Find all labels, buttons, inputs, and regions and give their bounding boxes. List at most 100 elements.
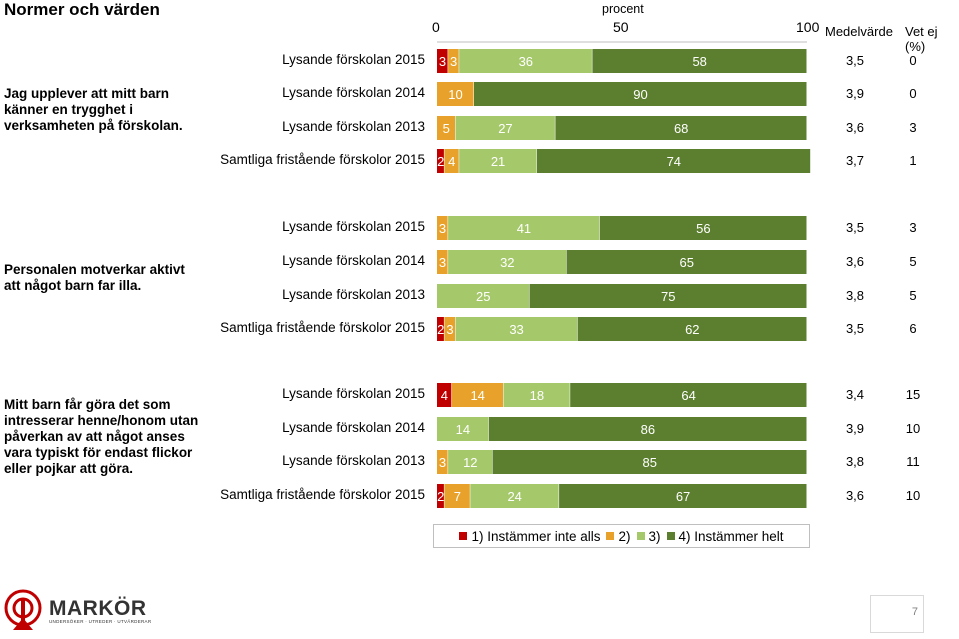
logo-tagline: UNDERSÖKER · UTREDER · UTVÄRDERAR	[49, 618, 152, 624]
dont-know-value: 0	[909, 53, 917, 68]
mean-value: 3,7	[845, 153, 865, 168]
bar-segment-3	[455, 116, 556, 140]
bar-value-label: 3	[450, 54, 457, 69]
bar-segment-2	[444, 317, 456, 341]
row-label: Lysande förskolan 2015	[282, 52, 425, 67]
bar-value-label: 12	[463, 455, 477, 470]
bar-segment-4	[559, 484, 807, 508]
bar-segment-4	[474, 82, 807, 106]
dont-know-value: 3	[909, 220, 917, 235]
bar-value-label: 2	[437, 322, 444, 337]
bar-value-label: 14	[470, 388, 484, 403]
bar-value-label: 3	[439, 54, 446, 69]
row-label: Lysande förskolan 2015	[282, 386, 425, 401]
bar-value-label: 32	[500, 255, 514, 270]
mean-value: 3,5	[845, 53, 865, 68]
logo-name: MARKÖR	[49, 596, 147, 620]
dont-know-value: 1	[909, 153, 917, 168]
bar-value-label: 41	[517, 221, 531, 236]
bar-segment-2	[437, 250, 449, 274]
bar-segment-2	[451, 383, 504, 407]
bar-value-label: 27	[498, 121, 512, 136]
bar-value-label: 14	[456, 422, 470, 437]
bar-segment-4	[599, 216, 807, 240]
bar-segment-4	[536, 149, 811, 173]
row-label: Samtliga fristående förskolor 2015	[220, 320, 425, 335]
bar-segment-4	[592, 49, 807, 73]
bar-segment-4	[566, 250, 807, 274]
question-2-text: Personalen motverkar aktivt att något ba…	[4, 262, 185, 293]
bar-segment-4	[492, 450, 807, 474]
bar-value-label: 3	[446, 322, 453, 337]
dont-know-value: 0	[909, 86, 917, 101]
bar-value-label: 85	[643, 455, 657, 470]
bar-segment-1	[437, 383, 452, 407]
dont-know-value: 3	[909, 120, 917, 135]
page-title: Normer och värden	[4, 0, 160, 19]
bar-segment-3	[470, 484, 560, 508]
bar-segment-4	[577, 317, 807, 341]
bar-value-label: 18	[530, 388, 544, 403]
bar-segment-2	[444, 149, 460, 173]
bar-value-label: 2	[437, 489, 444, 504]
legend-swatch-2	[606, 532, 615, 540]
bar-value-label: 3	[439, 455, 446, 470]
markor-logo: MARKÖR UNDERSÖKER · UTREDER · UTVÄRDERAR	[3, 588, 151, 632]
row-label: Lysande förskolan 2013	[282, 453, 425, 468]
bar-value-label: 64	[681, 388, 695, 403]
bar-value-label: 56	[696, 221, 710, 236]
bar-segment-2	[448, 49, 460, 73]
bar-value-label: 33	[509, 322, 523, 337]
bar-segment-4	[570, 383, 807, 407]
dont-know-value: 10	[905, 421, 921, 436]
mean-header: Medelvärde	[825, 24, 893, 39]
dont-know-value: 6	[909, 321, 917, 336]
bar-segment-4	[555, 116, 807, 140]
bar-value-label: 75	[661, 289, 675, 304]
mean-value: 3,4	[845, 387, 865, 402]
bar-segment-4	[488, 417, 807, 441]
legend-swatch-1	[459, 532, 468, 540]
bar-value-label: 24	[507, 489, 521, 504]
legend-label-4: 4) Instämmer helt	[678, 528, 784, 544]
row-label: Lysande förskolan 2014	[282, 253, 425, 268]
bar-value-label: 86	[641, 422, 655, 437]
bar-segment-3	[437, 284, 530, 308]
bar-segment-3	[448, 250, 567, 274]
bar-segment-3	[459, 149, 537, 173]
bar-segment-3	[437, 417, 489, 441]
bar-segment-3	[448, 216, 600, 240]
mean-value: 3,6	[845, 120, 865, 135]
axis-tick-0: 0	[432, 19, 440, 35]
bar-value-label: 65	[680, 255, 694, 270]
mean-value: 3,6	[845, 254, 865, 269]
bar-segment-2	[437, 450, 449, 474]
legend-item-3: 3)	[636, 529, 661, 544]
row-label: Samtliga fristående förskolor 2015	[220, 487, 425, 502]
question-1-text: Jag upplever att mitt barn känner en try…	[4, 86, 183, 133]
bar-value-label: 58	[692, 54, 706, 69]
page-number: 7	[870, 595, 924, 633]
row-label: Lysande förskolan 2013	[282, 287, 425, 302]
bar-segment-3	[448, 450, 493, 474]
legend-item-1: 1) Instämmer inte alls	[459, 529, 600, 544]
bar-value-label: 68	[674, 121, 688, 136]
dont-know-value: 11	[906, 454, 920, 469]
bar-value-label: 10	[448, 87, 462, 102]
question-3-text: Mitt barn får göra det som intresserar h…	[4, 397, 199, 476]
bar-value-label: 90	[633, 87, 647, 102]
dont-know-header: Vet ej (%)	[905, 24, 938, 54]
dont-know-value: 15	[905, 387, 921, 402]
mean-value: 3,9	[845, 421, 865, 436]
axis-title: procent	[602, 2, 644, 16]
bar-segment-1	[437, 484, 445, 508]
bar-value-label: 4	[441, 388, 448, 403]
bar-segment-1	[437, 149, 445, 173]
mean-value: 3,8	[845, 288, 865, 303]
bar-value-label: 2	[437, 154, 444, 169]
legend: 1) Instämmer inte alls 2) 3) 4) Instämme…	[433, 524, 810, 548]
bar-value-label: 74	[667, 154, 681, 169]
bar-segment-3	[459, 49, 593, 73]
legend-label-1: 1) Instämmer inte alls	[471, 528, 601, 544]
